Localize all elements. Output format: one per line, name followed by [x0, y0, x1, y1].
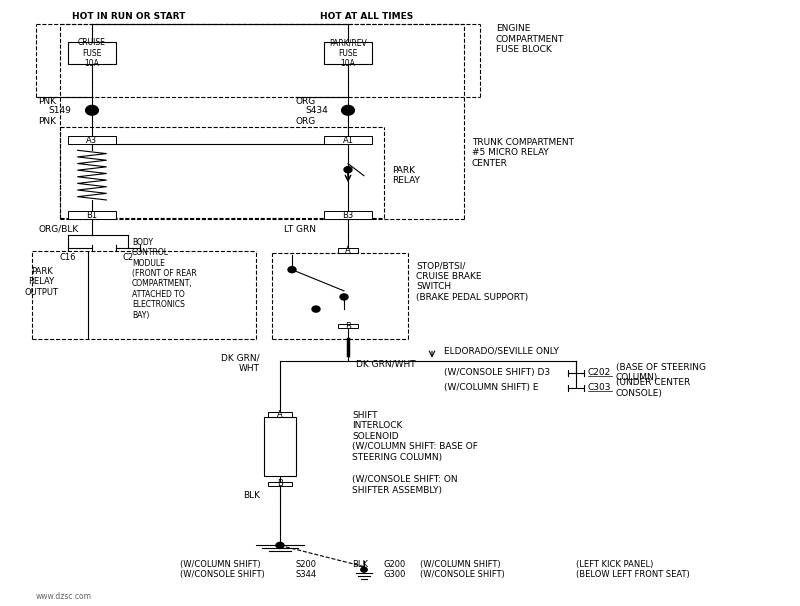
Text: (W/COLUMN SHIFT): (W/COLUMN SHIFT) — [420, 561, 501, 569]
Text: C202: C202 — [588, 368, 611, 377]
Text: ORG: ORG — [296, 117, 316, 125]
Text: (W/CONSOLE SHIFT) D3: (W/CONSOLE SHIFT) D3 — [444, 368, 550, 377]
Text: (BASE OF STEERING
COLUMN): (BASE OF STEERING COLUMN) — [616, 363, 706, 382]
Bar — [268, 482, 292, 486]
Text: S200: S200 — [296, 561, 317, 569]
Text: (BELOW LEFT FRONT SEAT): (BELOW LEFT FRONT SEAT) — [576, 570, 690, 579]
Text: SHIFT
INTERLOCK
SOLENOID
(W/COLUMN SHIFT: BASE OF
STEERING COLUMN): SHIFT INTERLOCK SOLENOID (W/COLUMN SHIFT… — [352, 411, 478, 462]
Text: (W/CONSOLE SHIFT: ON
SHIFTER ASSEMBLY): (W/CONSOLE SHIFT: ON SHIFTER ASSEMBLY) — [352, 475, 458, 494]
Text: B3: B3 — [342, 211, 354, 219]
Text: ELDORADO/SEVILLE ONLY: ELDORADO/SEVILLE ONLY — [444, 347, 559, 356]
Text: STOP/BTSI/
CRUISE BRAKE
SWITCH
(BRAKE PEDAL SUPPORT): STOP/BTSI/ CRUISE BRAKE SWITCH (BRAKE PE… — [416, 262, 528, 302]
Bar — [268, 412, 292, 417]
Text: A1: A1 — [342, 136, 354, 145]
Bar — [68, 42, 116, 64]
Text: (W/COLUMN SHIFT) E: (W/COLUMN SHIFT) E — [444, 384, 538, 392]
Bar — [68, 211, 116, 219]
Text: ENGINE
COMPARTMENT
FUSE BLOCK: ENGINE COMPARTMENT FUSE BLOCK — [496, 24, 564, 55]
Text: B: B — [277, 479, 283, 488]
Text: G300: G300 — [384, 570, 406, 579]
Bar — [264, 417, 296, 476]
Circle shape — [86, 105, 98, 115]
Text: DK GRN/WHT: DK GRN/WHT — [356, 359, 416, 368]
Circle shape — [344, 167, 352, 173]
Text: A: A — [277, 410, 283, 419]
Text: (W/COLUMN SHIFT): (W/COLUMN SHIFT) — [180, 561, 261, 569]
Text: ORG/BLK: ORG/BLK — [38, 225, 78, 233]
Text: PNK: PNK — [38, 117, 56, 125]
Text: HOT IN RUN OR START: HOT IN RUN OR START — [72, 12, 186, 21]
Circle shape — [340, 294, 348, 300]
Text: C16: C16 — [60, 253, 76, 262]
Circle shape — [276, 542, 284, 548]
Text: PARK/REV
FUSE
10A: PARK/REV FUSE 10A — [329, 38, 367, 68]
Text: PARK
RELAY: PARK RELAY — [392, 166, 420, 185]
Text: ORG: ORG — [296, 98, 316, 106]
Text: (W/CONSOLE SHIFT): (W/CONSOLE SHIFT) — [180, 570, 265, 579]
Text: PARK
RELAY
OUTPUT: PARK RELAY OUTPUT — [25, 267, 58, 297]
Text: TRUNK COMPARTMENT
#5 MICRO RELAY
CENTER: TRUNK COMPARTMENT #5 MICRO RELAY CENTER — [472, 138, 574, 168]
Bar — [324, 211, 372, 219]
Circle shape — [312, 306, 320, 312]
Bar — [324, 136, 372, 144]
Text: G200: G200 — [384, 561, 406, 569]
Text: BLK: BLK — [243, 491, 260, 499]
Text: LT GRN: LT GRN — [284, 225, 316, 233]
Text: C303: C303 — [588, 384, 611, 392]
Text: B1: B1 — [86, 211, 98, 219]
Text: (UNDER CENTER
CONSOLE): (UNDER CENTER CONSOLE) — [616, 378, 690, 398]
Text: DK GRN/
WHT: DK GRN/ WHT — [222, 354, 260, 373]
Text: BODY
CONTROL
MODULE
(FRONT OF REAR
COMPARTMENT,
ATTACHED TO
ELECTRONICS
BAY): BODY CONTROL MODULE (FRONT OF REAR COMPA… — [132, 238, 197, 319]
Bar — [338, 248, 358, 253]
Text: (LEFT KICK PANEL): (LEFT KICK PANEL) — [576, 561, 654, 569]
Text: A: A — [345, 246, 351, 255]
Text: S434: S434 — [306, 106, 328, 115]
Circle shape — [288, 267, 296, 273]
Text: S149: S149 — [48, 106, 71, 115]
Text: BLK: BLK — [352, 561, 368, 569]
Bar — [324, 42, 372, 64]
Text: A3: A3 — [86, 136, 98, 145]
Text: HOT AT ALL TIMES: HOT AT ALL TIMES — [320, 12, 414, 21]
Text: PNK: PNK — [38, 98, 56, 106]
Text: S344: S344 — [296, 570, 317, 579]
Bar — [68, 136, 116, 144]
Text: www.dzsc.com: www.dzsc.com — [36, 593, 92, 601]
Circle shape — [342, 105, 354, 115]
Text: CRUISE
FUSE
10A: CRUISE FUSE 10A — [78, 38, 106, 68]
Circle shape — [361, 567, 367, 572]
Text: C2: C2 — [122, 253, 134, 262]
Text: (W/CONSOLE SHIFT): (W/CONSOLE SHIFT) — [420, 570, 505, 579]
Text: B: B — [345, 322, 351, 330]
Bar — [338, 324, 358, 328]
